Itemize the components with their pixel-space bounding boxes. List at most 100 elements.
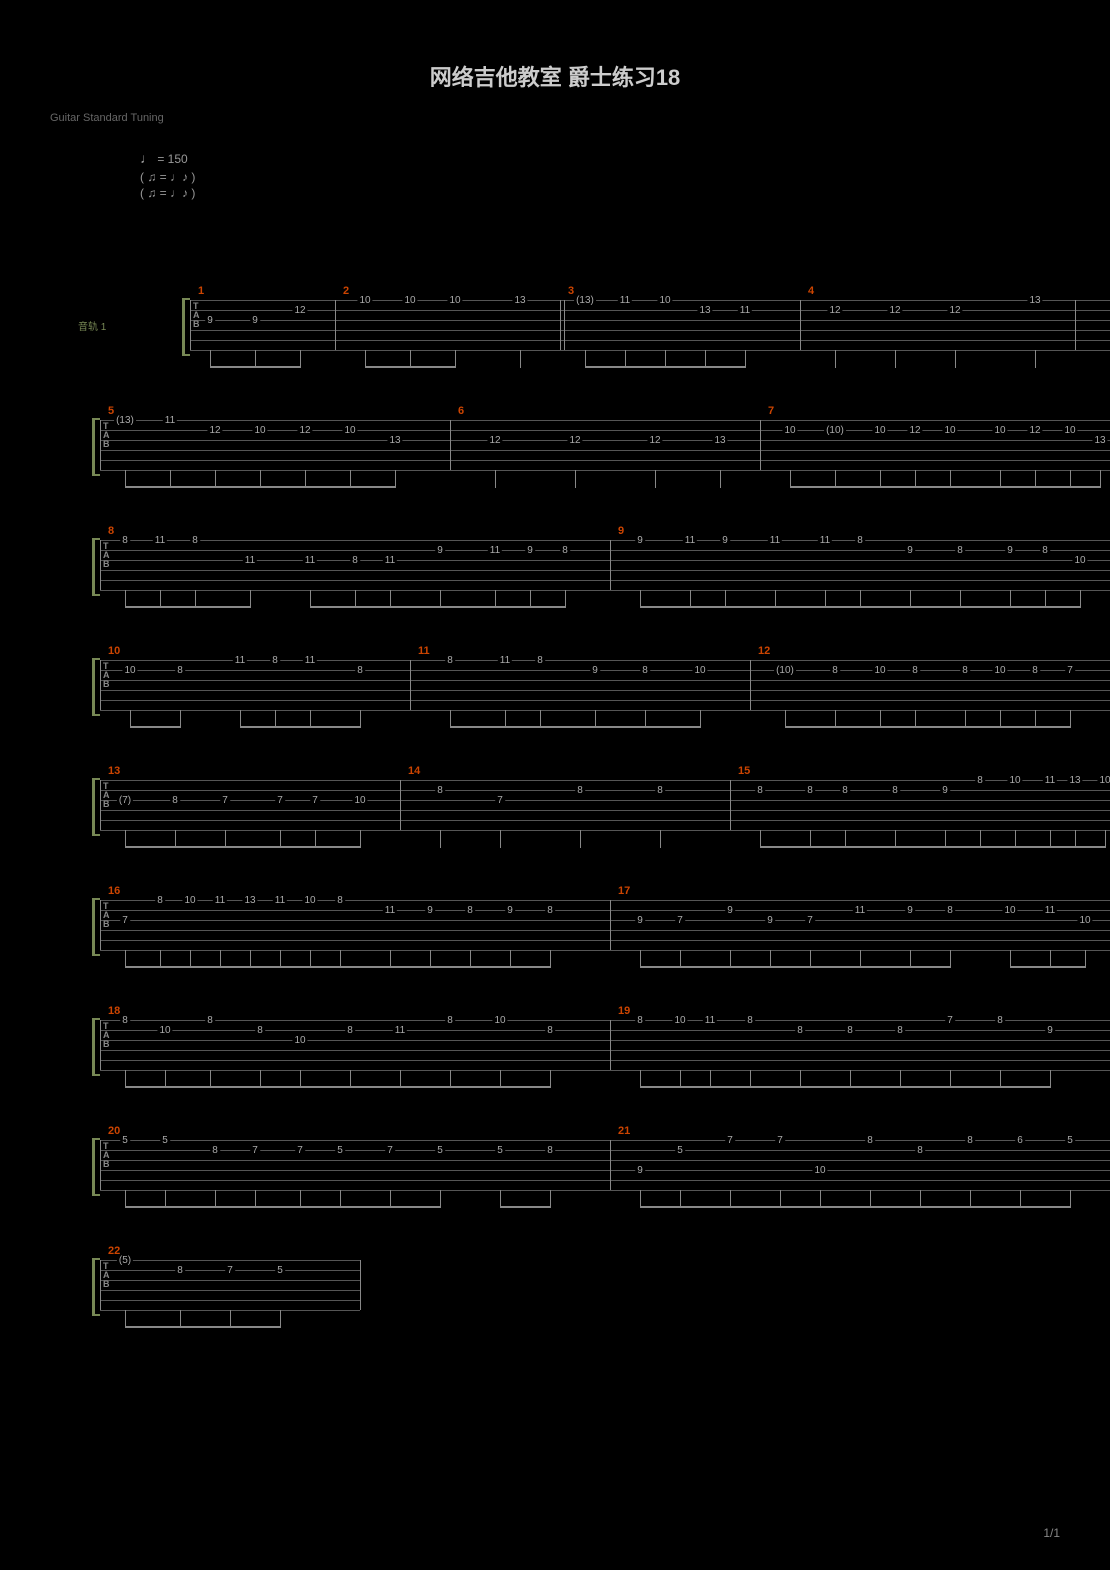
page-number: 1/1 [1043, 1526, 1060, 1540]
fret-number: 9 [635, 915, 645, 926]
system-6: TAB1678101113111081198981797997119810111… [100, 870, 1110, 980]
measure-number: 12 [758, 645, 770, 657]
fret-number: 9 [425, 905, 435, 916]
fret-number: 9 [435, 545, 445, 556]
fret-number: 8 [155, 895, 165, 906]
beam [1010, 606, 1045, 608]
fret-number: 5 [275, 1265, 285, 1276]
beam [125, 606, 160, 608]
fret-number: 13 [712, 435, 727, 446]
stem [835, 350, 836, 368]
fret-number: 8 [805, 785, 815, 796]
measure-number: 15 [738, 765, 750, 777]
stem [575, 470, 576, 488]
fret-number: 11 [1043, 905, 1057, 916]
beam [1075, 846, 1105, 848]
barline [100, 420, 101, 470]
fret-number: 8 [350, 555, 360, 566]
beam [310, 606, 355, 608]
beam [640, 966, 680, 968]
beam [640, 1086, 680, 1088]
beam [770, 966, 810, 968]
fret-number: 9 [635, 1165, 645, 1176]
fret-number: 8 [270, 655, 280, 666]
fret-number: 11 [383, 555, 397, 566]
staff-line [100, 1170, 1110, 1171]
bracket [92, 1018, 100, 1076]
beam [870, 1206, 920, 1208]
stem [1070, 1190, 1071, 1208]
stem [745, 350, 746, 368]
staff-line [100, 590, 1110, 591]
beam [680, 1206, 730, 1208]
beam [680, 1086, 710, 1088]
beam [280, 846, 315, 848]
fret-number: 8 [535, 655, 545, 666]
beam [880, 726, 915, 728]
fret-number: 8 [995, 1015, 1005, 1026]
beam [730, 966, 770, 968]
staff-line [100, 450, 1110, 451]
fret-number: 11 [853, 905, 867, 916]
fret-number: 13 [387, 435, 402, 446]
fret-number: 12 [887, 305, 902, 316]
beam [1015, 846, 1050, 848]
fret-number: 10 [812, 1165, 827, 1176]
beam [125, 486, 170, 488]
beam [1050, 966, 1085, 968]
beam [410, 366, 455, 368]
stem [720, 470, 721, 488]
beam [510, 966, 550, 968]
beam [900, 1086, 950, 1088]
staff-line [100, 1060, 1110, 1061]
beam [665, 366, 705, 368]
staff-line [190, 320, 1110, 321]
fret-number: 8 [190, 535, 200, 546]
fret-number: 10 [447, 295, 462, 306]
fret-number: 10 [122, 665, 137, 676]
page-title: 网络吉他教室 爵士练习18 [0, 0, 1110, 92]
fret-number: 8 [335, 895, 345, 906]
staff-line [100, 580, 1110, 581]
fret-number: 11 [488, 545, 502, 556]
beam [915, 486, 950, 488]
beam [215, 1206, 255, 1208]
fret-number: 11 [1043, 775, 1057, 786]
beam [800, 1086, 850, 1088]
fret-number: 10 [292, 1035, 307, 1046]
beam [835, 486, 880, 488]
fret-number: 8 [640, 665, 650, 676]
beam [860, 966, 910, 968]
staff-line [100, 800, 1110, 801]
fret-number: 12 [297, 425, 312, 436]
staff-line [190, 310, 1110, 311]
fret-number: 7 [310, 795, 320, 806]
stem [580, 830, 581, 848]
barline [100, 780, 101, 830]
fret-number: 5 [335, 1145, 345, 1156]
fret-number: 10 [872, 665, 887, 676]
fret-number: 9 [505, 905, 515, 916]
staff-line [100, 1280, 360, 1281]
tab-clef: TAB [103, 1262, 110, 1289]
beam [835, 726, 880, 728]
stem [950, 950, 951, 968]
fret-number: 8 [445, 655, 455, 666]
stem [550, 1070, 551, 1088]
measure-number: 20 [108, 1125, 120, 1137]
beam [850, 1086, 900, 1088]
staff-line [100, 680, 1110, 681]
fret-number: 7 [495, 795, 505, 806]
beam [970, 1206, 1020, 1208]
staff-line [100, 940, 1110, 941]
beam [495, 606, 530, 608]
bracket [92, 658, 100, 716]
fret-number: 5 [120, 1135, 130, 1146]
fret-number: 5 [160, 1135, 170, 1146]
stem [250, 590, 251, 608]
fret-number: 9 [725, 905, 735, 916]
tab-clef: TAB [103, 902, 110, 929]
fret-number: 10 [402, 295, 417, 306]
barline [360, 1260, 361, 1310]
fret-number: 7 [805, 915, 815, 926]
